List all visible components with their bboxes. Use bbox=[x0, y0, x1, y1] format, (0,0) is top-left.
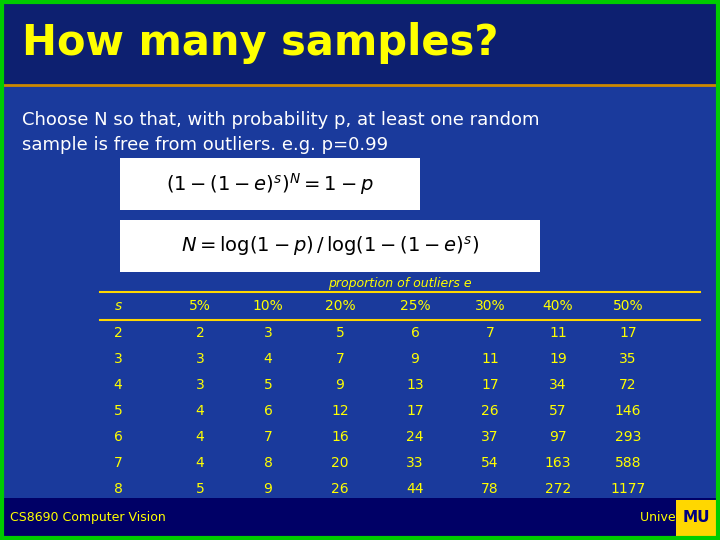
Text: 72: 72 bbox=[619, 378, 636, 392]
Text: 4: 4 bbox=[196, 404, 204, 418]
Text: 17: 17 bbox=[406, 404, 424, 418]
Text: 20: 20 bbox=[331, 456, 348, 470]
Text: 3: 3 bbox=[196, 352, 204, 366]
Text: $\left(1-\left(1-e\right)^s\right)^N = 1-p$: $\left(1-\left(1-e\right)^s\right)^N = 1… bbox=[166, 171, 374, 197]
Text: 4: 4 bbox=[196, 456, 204, 470]
Text: $N = \log(1-p)\,/\,\log\!\left(1-\left(1-e\right)^s\right)$: $N = \log(1-p)\,/\,\log\!\left(1-\left(1… bbox=[181, 234, 479, 258]
Text: 3: 3 bbox=[196, 378, 204, 392]
Text: 33: 33 bbox=[406, 456, 424, 470]
Bar bbox=[676, 500, 716, 536]
Text: 2: 2 bbox=[196, 326, 204, 340]
Text: 7: 7 bbox=[264, 430, 272, 444]
Text: 5: 5 bbox=[114, 404, 122, 418]
Text: 8: 8 bbox=[114, 482, 122, 496]
Text: 293: 293 bbox=[615, 430, 642, 444]
Text: 7: 7 bbox=[114, 456, 122, 470]
Text: 44: 44 bbox=[406, 482, 424, 496]
Text: How many samples?: How many samples? bbox=[22, 22, 498, 64]
Text: 16: 16 bbox=[331, 430, 349, 444]
Text: 6: 6 bbox=[264, 404, 272, 418]
Text: 13: 13 bbox=[406, 378, 424, 392]
Text: 97: 97 bbox=[549, 430, 567, 444]
Text: 9: 9 bbox=[264, 482, 272, 496]
Text: 26: 26 bbox=[331, 482, 348, 496]
Text: 588: 588 bbox=[615, 456, 642, 470]
Text: CS8690 Computer Vision: CS8690 Computer Vision bbox=[10, 511, 166, 524]
Bar bbox=[2, 2, 718, 85]
Text: s: s bbox=[114, 299, 122, 313]
Text: 4: 4 bbox=[114, 378, 122, 392]
Text: 6: 6 bbox=[114, 430, 122, 444]
Text: 2: 2 bbox=[114, 326, 122, 340]
Text: MU: MU bbox=[683, 510, 710, 525]
Text: 5: 5 bbox=[264, 378, 272, 392]
Text: 19: 19 bbox=[549, 352, 567, 366]
Text: 11: 11 bbox=[481, 352, 499, 366]
Text: 5: 5 bbox=[196, 482, 204, 496]
Text: 35: 35 bbox=[619, 352, 636, 366]
Text: 17: 17 bbox=[481, 378, 499, 392]
Text: 11: 11 bbox=[549, 326, 567, 340]
Text: 9: 9 bbox=[410, 352, 420, 366]
Bar bbox=[120, 158, 420, 210]
Bar bbox=[120, 220, 540, 272]
Text: 25%: 25% bbox=[400, 299, 431, 313]
Text: 17: 17 bbox=[619, 326, 636, 340]
Text: 54: 54 bbox=[481, 456, 499, 470]
Text: 7: 7 bbox=[485, 326, 495, 340]
Bar bbox=[2, 498, 718, 538]
Text: 26: 26 bbox=[481, 404, 499, 418]
Text: 4: 4 bbox=[264, 352, 272, 366]
Text: University of Missouri at Columbia: University of Missouri at Columbia bbox=[640, 511, 720, 524]
Text: 10%: 10% bbox=[253, 299, 284, 313]
Text: 57: 57 bbox=[549, 404, 567, 418]
Text: 24: 24 bbox=[406, 430, 424, 444]
Text: 78: 78 bbox=[481, 482, 499, 496]
Text: 146: 146 bbox=[615, 404, 642, 418]
Text: 5: 5 bbox=[336, 326, 344, 340]
Text: 50%: 50% bbox=[613, 299, 643, 313]
Text: 37: 37 bbox=[481, 430, 499, 444]
Text: 8: 8 bbox=[264, 456, 272, 470]
Text: 12: 12 bbox=[331, 404, 348, 418]
Text: 5%: 5% bbox=[189, 299, 211, 313]
Text: 7: 7 bbox=[336, 352, 344, 366]
Text: 34: 34 bbox=[549, 378, 567, 392]
Text: proportion of outliers e: proportion of outliers e bbox=[328, 277, 472, 290]
Text: Choose N so that, with probability p, at least one random: Choose N so that, with probability p, at… bbox=[22, 111, 539, 129]
Text: 3: 3 bbox=[114, 352, 122, 366]
Text: 272: 272 bbox=[545, 482, 571, 496]
Text: 3: 3 bbox=[264, 326, 272, 340]
Text: 9: 9 bbox=[336, 378, 344, 392]
Text: 163: 163 bbox=[545, 456, 571, 470]
Text: 40%: 40% bbox=[543, 299, 573, 313]
Text: 1177: 1177 bbox=[611, 482, 646, 496]
Text: 30%: 30% bbox=[474, 299, 505, 313]
Text: 20%: 20% bbox=[325, 299, 355, 313]
Text: sample is free from outliers. e.g. p=0.99: sample is free from outliers. e.g. p=0.9… bbox=[22, 136, 388, 154]
Text: 4: 4 bbox=[196, 430, 204, 444]
Text: 6: 6 bbox=[410, 326, 420, 340]
